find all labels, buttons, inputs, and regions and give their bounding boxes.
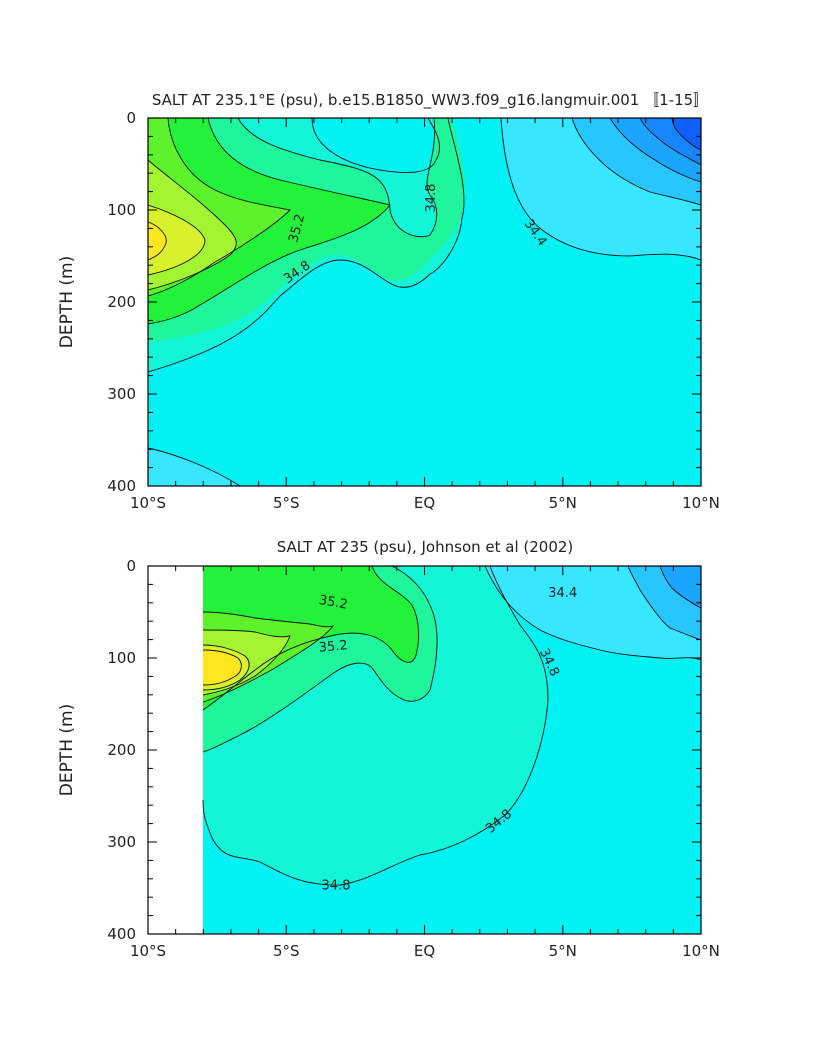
band-light-blue-deep (148, 448, 240, 486)
observed-salinity-panel: SALT AT 235 (psu), Johnson et al (2002) (57, 538, 720, 960)
contour-label: 34.8 (424, 184, 439, 213)
contour-label: 34.4 (548, 586, 577, 601)
model-salinity-panel: SALT AT 235.1°E (psu), b.e15.B1850_WW3.f… (57, 91, 720, 512)
x-tick-label: 10°S (130, 494, 166, 512)
y-tick-label: 100 (107, 201, 136, 219)
contour-label: 35.2 (286, 212, 308, 244)
y-tick-label: 300 (107, 385, 136, 403)
band-yellow (203, 650, 242, 685)
x-tick-label: 10°N (682, 942, 720, 960)
x-tick-label: 5°S (273, 494, 300, 512)
panel1-ticks: 10°S 5°S EQ 5°N 10°N 0 100 200 300 400 (107, 109, 720, 512)
y-tick-label: 100 (107, 649, 136, 667)
contour-label: 34.8 (322, 879, 351, 894)
panel2-ticks: 10°S 5°S EQ 5°N 10°N 0 100 200 300 400 (107, 557, 720, 960)
panel1-y-axis-label: DEPTH (m) (57, 256, 77, 348)
panel2-contour-lines (202, 566, 701, 886)
y-tick-label: 300 (107, 833, 136, 851)
y-tick-label: 0 (126, 557, 136, 575)
y-tick-label: 200 (107, 293, 136, 311)
y-tick-label: 400 (107, 925, 136, 943)
x-tick-label: 10°S (130, 942, 166, 960)
panel2-y-axis-label: DEPTH (m) (57, 704, 77, 796)
y-tick-label: 400 (107, 477, 136, 495)
x-tick-label: 5°S (273, 942, 300, 960)
contour-label: 35.2 (318, 638, 348, 655)
band-blue3 (672, 118, 701, 150)
contour-label: 35.2 (318, 593, 349, 613)
x-tick-label: 5°N (549, 494, 577, 512)
x-tick-label: 10°N (682, 494, 720, 512)
band-blue1 (660, 566, 701, 608)
y-tick-label: 200 (107, 741, 136, 759)
band-yellow-green (148, 205, 205, 275)
y-tick-label: 0 (126, 109, 136, 127)
panel2-title: SALT AT 235 (psu), Johnson et al (2002) (277, 538, 574, 556)
panel1-filled-contours (148, 118, 701, 486)
x-tick-label: 5°N (549, 942, 577, 960)
panel2-filled-contours (202, 566, 701, 934)
x-tick-label: EQ (414, 942, 435, 960)
panel1-contour-lines (148, 118, 701, 486)
x-tick-label: EQ (414, 494, 435, 512)
panel1-title: SALT AT 235.1°E (psu), b.e15.B1850_WW3.f… (152, 91, 708, 110)
